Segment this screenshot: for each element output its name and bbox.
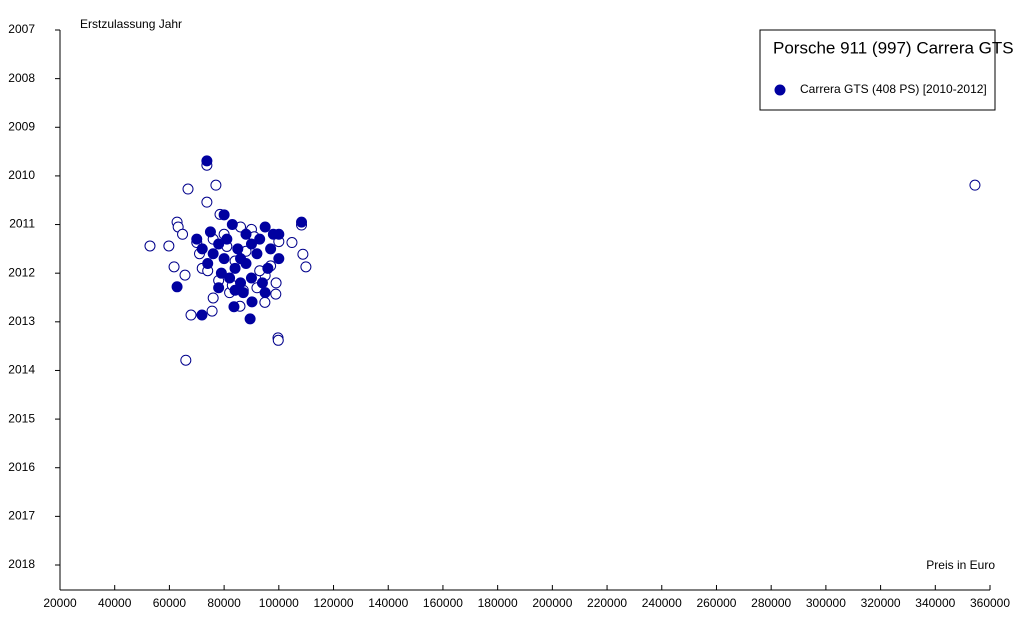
point <box>185 309 197 321</box>
point <box>218 209 230 221</box>
point <box>182 183 194 195</box>
x-tick-label: 340000 <box>915 596 955 610</box>
x-tick-label: 320000 <box>861 596 901 610</box>
y-tick-label: 2009 <box>8 119 35 133</box>
point <box>246 296 258 308</box>
legend-label: Carrera GTS (408 PS) [2010-2012] <box>800 82 987 96</box>
point <box>191 233 203 245</box>
y-tick-label: 2013 <box>8 314 35 328</box>
point <box>245 272 257 284</box>
point <box>259 287 271 299</box>
x-tick-label: 120000 <box>314 596 354 610</box>
x-tick-label: 360000 <box>970 596 1010 610</box>
point <box>207 292 219 304</box>
point <box>244 313 256 325</box>
y-axis-label: Erstzulassung Jahr <box>80 17 182 31</box>
x-axis-label: Preis in Euro <box>926 558 995 572</box>
y-tick-label: 2008 <box>8 71 35 85</box>
x-tick-label: 140000 <box>368 596 408 610</box>
y-tick-label: 2014 <box>8 363 35 377</box>
legend-box <box>759 29 996 111</box>
point <box>297 248 309 260</box>
point <box>201 196 213 208</box>
point <box>168 261 180 273</box>
point <box>206 305 218 317</box>
x-tick-label: 220000 <box>587 596 627 610</box>
point <box>196 309 208 321</box>
point <box>270 288 282 300</box>
point <box>262 262 274 274</box>
legend-marker <box>774 84 786 96</box>
point <box>240 257 252 269</box>
x-tick-label: 260000 <box>696 596 736 610</box>
point <box>204 226 216 238</box>
point <box>286 237 298 249</box>
point <box>218 253 230 265</box>
x-tick-label: 240000 <box>642 596 682 610</box>
point <box>237 287 249 299</box>
point <box>177 228 189 240</box>
y-tick-label: 2016 <box>8 460 35 474</box>
point <box>144 240 156 252</box>
x-tick-label: 20000 <box>43 596 77 610</box>
point <box>213 238 225 250</box>
point <box>273 228 285 240</box>
y-tick-label: 2010 <box>8 168 35 182</box>
point <box>232 243 244 255</box>
y-tick-label: 2012 <box>8 265 35 279</box>
point <box>259 221 271 233</box>
point <box>224 272 236 284</box>
point <box>226 219 238 231</box>
point <box>240 228 252 240</box>
point <box>202 257 214 269</box>
x-tick-label: 300000 <box>806 596 846 610</box>
point <box>180 354 192 366</box>
point <box>259 296 271 308</box>
y-tick-label: 2017 <box>8 509 35 523</box>
x-tick-label: 200000 <box>532 596 572 610</box>
x-tick-label: 180000 <box>478 596 518 610</box>
point <box>201 155 213 167</box>
point <box>213 282 225 294</box>
point <box>179 269 191 281</box>
point <box>256 277 268 289</box>
point <box>221 233 233 245</box>
point <box>229 262 241 274</box>
point <box>272 334 284 346</box>
y-tick-label: 2011 <box>9 217 35 231</box>
point <box>210 179 222 191</box>
point <box>163 240 175 252</box>
point <box>196 243 208 255</box>
point <box>969 179 981 191</box>
y-tick-label: 2007 <box>8 22 35 36</box>
y-tick-label: 2015 <box>8 411 35 425</box>
point <box>300 261 312 273</box>
point <box>251 248 263 260</box>
point <box>228 301 240 313</box>
x-tick-label: 280000 <box>751 596 791 610</box>
point <box>245 238 257 250</box>
x-tick-label: 60000 <box>153 596 187 610</box>
x-tick-label: 40000 <box>98 596 132 610</box>
y-tick-label: 2018 <box>8 557 35 571</box>
point <box>171 281 183 293</box>
point <box>296 216 308 228</box>
x-tick-label: 160000 <box>423 596 463 610</box>
point <box>270 277 282 289</box>
x-tick-label: 80000 <box>207 596 241 610</box>
point <box>265 243 277 255</box>
x-tick-label: 100000 <box>259 596 299 610</box>
point <box>254 233 266 245</box>
point <box>215 267 227 279</box>
point <box>273 253 285 265</box>
chart-title: Porsche 911 (997) Carrera GTS <box>773 38 1014 57</box>
point <box>207 248 219 260</box>
